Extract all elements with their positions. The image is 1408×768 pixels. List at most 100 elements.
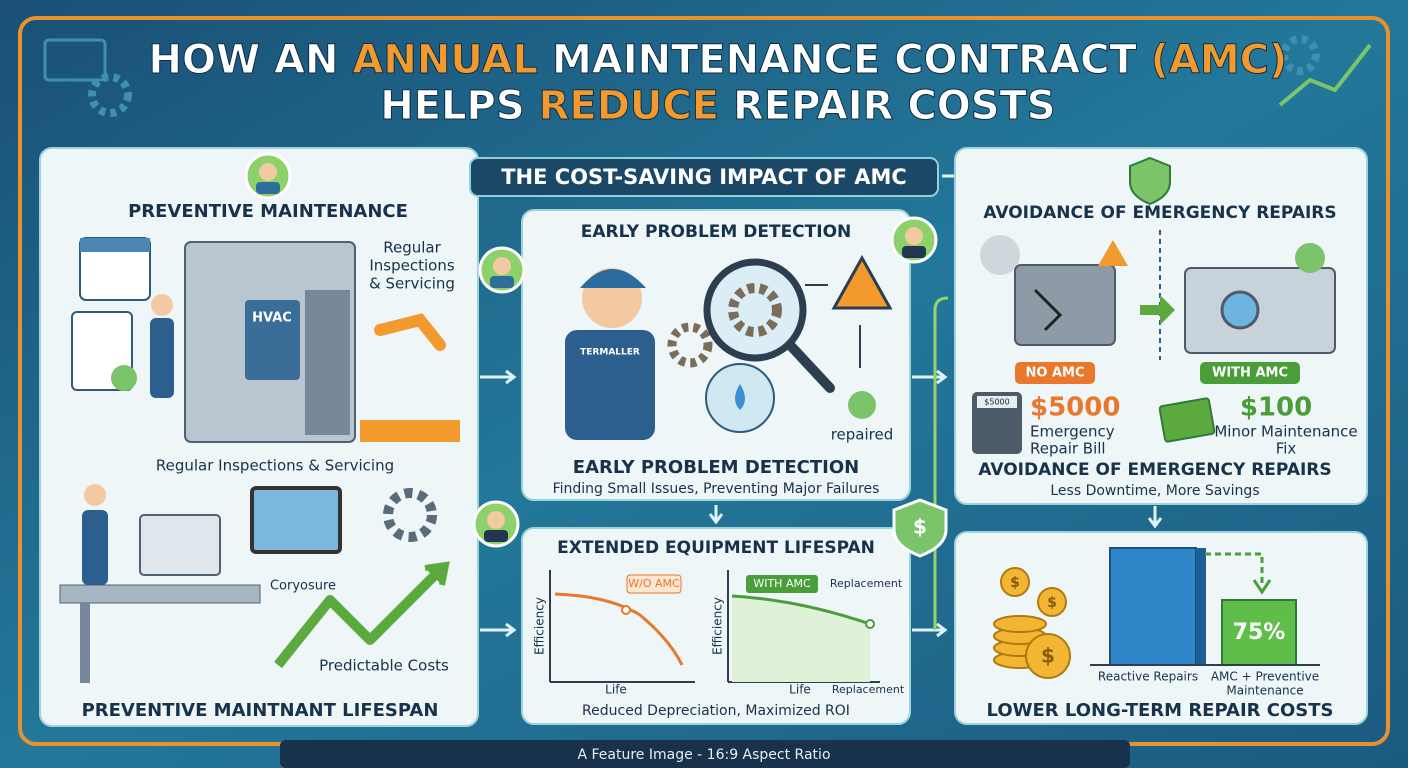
avatars: $ (244, 152, 1171, 558)
lower-costs-panel-shape (1109, 547, 1197, 666)
preventive-panel-shape (80, 603, 90, 683)
trend-label: Predictable Costs (319, 657, 449, 675)
bar-value: 75% (1233, 620, 1286, 645)
avatars-shape (1129, 156, 1171, 206)
caption: Regular Inspections & Servicing (156, 457, 394, 475)
amount-label: Fix (1276, 440, 1297, 458)
footer-text: A Feature Image - 16:9 Aspect Ratio (577, 747, 830, 763)
preventive-panel-shape (139, 514, 221, 576)
panel-title: PREVENTIVE MAINTENANCE (128, 201, 408, 222)
emergency-panel-shape (1158, 397, 1216, 443)
title-part: MAINTENANCE CONTRACT (538, 37, 1151, 83)
lifespan-panel-shape (621, 605, 631, 615)
emergency-panel-shape (1033, 288, 1063, 332)
detection-panel-shape (831, 254, 893, 310)
preventive-panel-shape (84, 484, 106, 506)
lifespan-panel-shape (626, 574, 682, 594)
coins (993, 567, 1071, 679)
lower-costs-panel-shape (1196, 548, 1206, 665)
bar-label: Maintenance (1226, 684, 1303, 698)
avatars-shape (484, 530, 508, 542)
banner: THE COST-SAVING IMPACT OF AMC (469, 157, 939, 197)
detection-panel-shape (667, 322, 713, 368)
preventive-panel-shape (151, 294, 173, 316)
detection-panel: EARLY PROBLEM DETECTION TERMALLER repair… (553, 222, 894, 497)
lower-costs-panel-shape (1252, 579, 1272, 595)
status-label: repaired (831, 426, 894, 444)
shield-symbol: $ (913, 515, 927, 539)
preventive-panel-shape (424, 561, 450, 586)
avatars-shape (902, 246, 926, 258)
title-line: HELPS REDUCE REPAIR COSTS (283, 83, 1126, 129)
chart-tag: WITH AMC (753, 577, 811, 590)
bar-label: AMC + Preventive (1211, 670, 1319, 684)
connectors-shape (505, 369, 517, 385)
subcaption: Finding Small Issues, Preventing Major F… (553, 481, 880, 497)
coins-shape (1025, 633, 1071, 679)
background-shape (43, 38, 107, 82)
caption: EARLY PROBLEM DETECTION (573, 457, 859, 478)
callout-line: Regular (383, 239, 441, 257)
panel-footer: PREVENTIVE MAINTNANT LIFESPAN (82, 700, 439, 721)
connectors-shape (505, 622, 517, 638)
title-highlight: (AMC) (1151, 37, 1288, 83)
title-highlight: ANNUAL (352, 37, 538, 83)
amount-label: Minor Maintenance (1214, 423, 1357, 441)
y-axis-label: Efficiency (533, 597, 547, 655)
calculator-display: $5000 (984, 398, 1009, 407)
lifespan-panel-shape (746, 575, 818, 593)
caption: AVOIDANCE OF EMERGENCY REPAIRS (978, 460, 1331, 480)
detection-panel-shape (728, 283, 782, 337)
connectors-shape (936, 622, 948, 638)
preventive-panel-shape (245, 300, 300, 380)
connectors-shape (933, 296, 949, 630)
marker-label: Replacement (830, 577, 903, 590)
title: HOW AN ANNUAL MAINTENANCE CONTRACT (AMC)… (51, 37, 1357, 130)
shirt-label: TERMALLER (580, 348, 640, 358)
avatars-shape (259, 163, 277, 181)
coins-shape (1037, 587, 1067, 617)
title-highlight: REDUCE (539, 83, 720, 129)
panel-title: EXTENDED EQUIPMENT LIFESPAN (557, 538, 875, 558)
lifespan-panel-shape (731, 594, 871, 626)
detection-panel-shape (580, 269, 646, 288)
connectors-shape (1147, 517, 1163, 529)
background-shape (1280, 35, 1320, 75)
preventive-panel-shape (383, 488, 437, 542)
detection-panel-shape (785, 340, 835, 393)
lower-costs-panel: $ $ $ 75% Reactive Repairs AMC + Prevent… (987, 547, 1333, 721)
coin-symbol: $ (1041, 644, 1055, 668)
preventive-panel-shape (80, 238, 150, 252)
emergency-panel-shape (1140, 295, 1175, 325)
panel-title: EARLY PROBLEM DETECTION (581, 222, 852, 242)
computer-label: Coryosure (270, 579, 336, 594)
footer: A Feature Image - 16:9 Aspect Ratio (280, 740, 1130, 768)
x-axis-label: Life (789, 683, 811, 697)
preventive-panel-shape (274, 566, 444, 669)
title-line: HOW AN ANNUAL MAINTENANCE CONTRACT (AMC) (51, 37, 1357, 83)
tag: NO AMC (1026, 366, 1085, 381)
avatars-shape (256, 182, 280, 194)
detection-panel-shape (735, 384, 745, 410)
callout-line: & Servicing (369, 275, 455, 293)
avatars-shape (493, 257, 511, 275)
amount: $5000 (1030, 393, 1120, 423)
banner-shape (469, 157, 939, 197)
tag: WITH AMC (1212, 366, 1288, 381)
preventive-panel-shape (82, 510, 108, 585)
chart-tag: W/O AMC (628, 577, 680, 590)
connectors-shape (936, 369, 948, 385)
preventive-panel-shape (59, 584, 261, 604)
coins-shape (993, 615, 1047, 633)
background-shape (1278, 43, 1372, 107)
emergency-panel-shape (1220, 290, 1260, 330)
banner-text: THE COST-SAVING IMPACT OF AMC (501, 165, 907, 189)
avatars-shape (892, 498, 948, 558)
lower-costs-panel-shape (1221, 599, 1297, 666)
emergency-panel-shape (1184, 267, 1336, 354)
panel-title: AVOIDANCE OF EMERGENCY REPAIRS (983, 203, 1336, 223)
preventive-panel-shape (150, 318, 174, 398)
detection-panel-shape (848, 391, 876, 419)
footer-shape (280, 740, 1130, 768)
